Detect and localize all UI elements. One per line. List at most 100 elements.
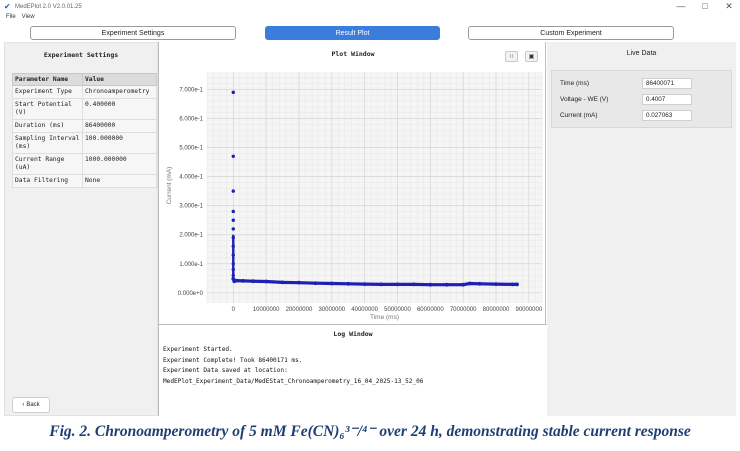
plot-header: Plot Window ∷ ▣: [159, 42, 547, 66]
table-row: Start Potential (V) 0.400000: [12, 98, 157, 120]
data-point: [467, 281, 472, 286]
y-axis-label: Current (mA): [166, 167, 173, 205]
x-tick-label: 10000000: [253, 307, 280, 313]
live-data-panel: Live Data Time (ms) 86400071 Voltage - W…: [547, 42, 736, 416]
log-window-title: Log Window: [333, 330, 373, 338]
data-point: [231, 189, 235, 193]
log-lines: Experiment Started. Experiment Complete!…: [163, 345, 423, 387]
settings-table: Parameter Name Value Experiment Type Chr…: [12, 73, 157, 188]
param-name: Duration (ms): [12, 119, 83, 133]
minimize-button[interactable]: —: [676, 1, 686, 11]
data-point: [510, 282, 515, 287]
x-axis-label: Time (ms): [370, 314, 399, 321]
close-button[interactable]: ✕: [725, 1, 733, 11]
experiment-settings-panel: Experiment Settings Parameter Name Value…: [4, 42, 158, 416]
app-logo-icon: ✔: [4, 2, 11, 11]
data-point: [297, 280, 301, 285]
param-value: 86400000: [82, 119, 157, 133]
log-window: Log Window Experiment Started. Experimen…: [159, 324, 547, 416]
param-name: Start Potential (V): [12, 98, 83, 120]
y-tick-label: 0.000e+0: [178, 291, 204, 297]
menu-view[interactable]: View: [21, 14, 35, 20]
log-line: MedEPlot_Experiment_Data/MedEStat_Chrono…: [163, 377, 424, 385]
log-line: Experiment Started.: [163, 346, 233, 353]
grid-icon[interactable]: ∷: [505, 51, 518, 62]
x-tick-label: 50000000: [384, 307, 411, 313]
column-header-value: Value: [82, 73, 157, 86]
data-point: [329, 281, 334, 286]
param-name: Sampling Interval (ms): [12, 132, 83, 154]
y-tick-label: 6.000e-1: [179, 116, 203, 122]
title-bar: ✔ MedEPlot 2.0 V2.0.01.25 — □ ✕: [0, 0, 740, 14]
data-point: [231, 90, 235, 95]
tab-custom-experiment[interactable]: Custom Experiment: [468, 26, 674, 40]
live-value-current: 0.027063: [642, 109, 692, 121]
data-point: [515, 282, 519, 287]
y-tick-label: 7.000e-1: [179, 87, 203, 93]
param-value: 1000.000000: [82, 153, 157, 175]
window-title: MedEPlot 2.0 V2.0.01.25: [15, 4, 82, 10]
data-point: [234, 278, 239, 283]
x-tick-label: 40000000: [351, 307, 378, 313]
menu-file[interactable]: File: [6, 14, 16, 20]
data-point: [241, 279, 246, 283]
y-tick-label: 4.000e-1: [179, 175, 203, 181]
live-label: Time (ms): [560, 79, 590, 87]
live-label: Current (mA): [560, 111, 598, 119]
data-point: [379, 282, 383, 287]
live-data-box: Time (ms) 86400071 Voltage - WE (V) 0.40…: [551, 70, 732, 128]
data-point: [428, 282, 433, 287]
y-tick-label: 2.000e-1: [179, 233, 203, 239]
param-value: None: [82, 174, 157, 188]
live-row-voltage: Voltage - WE (V) 0.4007: [560, 93, 730, 105]
live-data-title: Live Data: [626, 50, 657, 57]
data-point: [362, 282, 367, 287]
live-row-time: Time (ms) 86400071: [560, 77, 730, 89]
param-name: Data Filtering: [12, 174, 83, 188]
back-label: Back: [26, 402, 40, 408]
data-point: [494, 282, 498, 287]
table-row: Sampling Interval (ms) 100.000000: [12, 132, 157, 154]
x-tick-label: 20000000: [286, 307, 313, 313]
settings-title: Experiment Settings: [43, 51, 119, 59]
param-value: 0.400000: [82, 98, 157, 120]
chevron-left-icon: ‹: [22, 402, 25, 408]
plot-window-title: Plot Window: [331, 50, 375, 58]
x-tick-label: 80000000: [483, 307, 510, 313]
data-point: [461, 282, 466, 287]
x-tick-label: 0: [232, 307, 236, 313]
table-row: Duration (ms) 86400000: [12, 119, 157, 133]
y-tick-label: 3.000e-1: [179, 204, 203, 210]
data-point: [477, 281, 482, 286]
live-row-current: Current (mA) 0.027063: [560, 109, 730, 121]
data-point: [231, 218, 235, 222]
data-point: [412, 282, 416, 287]
data-point: [231, 154, 235, 158]
data-point: [251, 279, 255, 284]
x-tick-label: 70000000: [450, 307, 477, 313]
menu-bar: File View: [0, 14, 35, 24]
data-point: [264, 279, 269, 284]
maximize-button[interactable]: □: [702, 1, 708, 11]
log-line: Experiment Complete! Took 86400171 ms.: [163, 356, 303, 364]
plot-area: [207, 72, 542, 303]
data-point: [231, 209, 235, 214]
y-tick-label: 1.000e-1: [179, 262, 203, 268]
tab-experiment-settings[interactable]: Experiment Settings: [30, 26, 236, 40]
window-controls: — □ ✕: [676, 1, 734, 12]
table-row: Current Range (uA) 1000.000000: [12, 153, 157, 175]
tab-bar: Experiment Settings Result Plot Custom E…: [30, 26, 674, 40]
data-point: [395, 282, 400, 287]
param-value: Chronoamperometry: [82, 85, 157, 99]
data-point: [231, 227, 235, 231]
y-tick-label: 5.000e-1: [179, 146, 203, 152]
tab-result-plot[interactable]: Result Plot: [265, 26, 440, 40]
chronoamperometry-plot[interactable]: 0 10000000 20000000 30000000 40000000 5000000…: [159, 66, 547, 324]
plot-panel: Plot Window ∷ ▣ 0 10000000 20000000 3000000…: [158, 42, 547, 416]
save-image-icon[interactable]: ▣: [525, 51, 538, 62]
live-value-time: 86400071: [642, 77, 692, 89]
live-value-voltage: 0.4007: [642, 93, 692, 105]
data-point: [280, 280, 285, 285]
param-name: Experiment Type: [12, 85, 83, 99]
back-button[interactable]: ‹ Back: [12, 397, 50, 413]
